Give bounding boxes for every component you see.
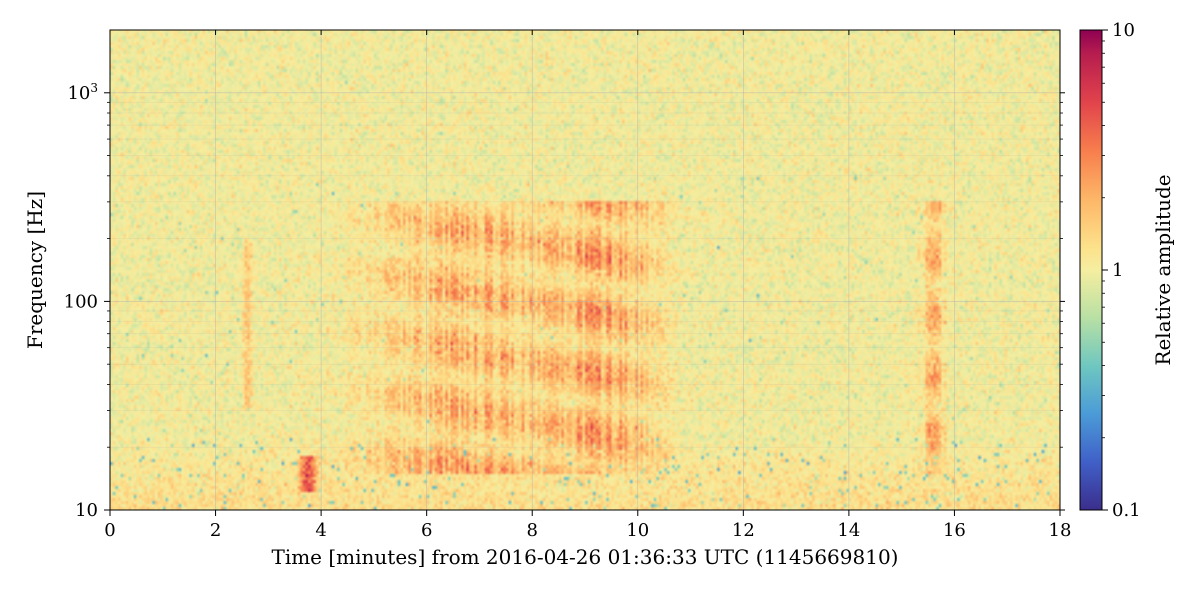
- x-tick-label: 16: [943, 520, 966, 541]
- x-tick-label: 8: [526, 520, 537, 541]
- x-tick-label: 14: [837, 520, 860, 541]
- spectrogram-svg: 0 2 4 6 8 10 12 14 16 18 10 100 103 Time [minutes] fr…: [0, 0, 1200, 600]
- x-tick-label: 10: [626, 520, 649, 541]
- y-tick-label: 10: [75, 500, 98, 521]
- y-tick-label: 100: [64, 291, 98, 312]
- x-tick-label: 0: [104, 520, 115, 541]
- spectrogram-heatmap: [110, 30, 1060, 510]
- y-axis-label: Frequency [Hz]: [23, 191, 47, 349]
- x-tick-label: 6: [421, 520, 432, 541]
- spectrogram-figure: 0 2 4 6 8 10 12 14 16 18 10 100 103 Time [minutes] fr…: [0, 0, 1200, 600]
- x-tick-label: 4: [315, 520, 326, 541]
- x-tick-label: 18: [1049, 520, 1072, 541]
- x-tick-label: 2: [210, 520, 221, 541]
- x-tick-label: 12: [732, 520, 755, 541]
- colorbar-label: Relative amplitude: [1151, 174, 1175, 365]
- y-tick-label: 103: [67, 81, 98, 104]
- colorbar: [1080, 30, 1102, 510]
- cbar-tick-label: 0.1: [1112, 500, 1141, 521]
- x-axis-label: Time [minutes] from 2016-04-26 01:36:33 …: [271, 545, 898, 569]
- cbar-tick-label: 10: [1112, 20, 1135, 41]
- cbar-tick-label: 1: [1112, 260, 1123, 281]
